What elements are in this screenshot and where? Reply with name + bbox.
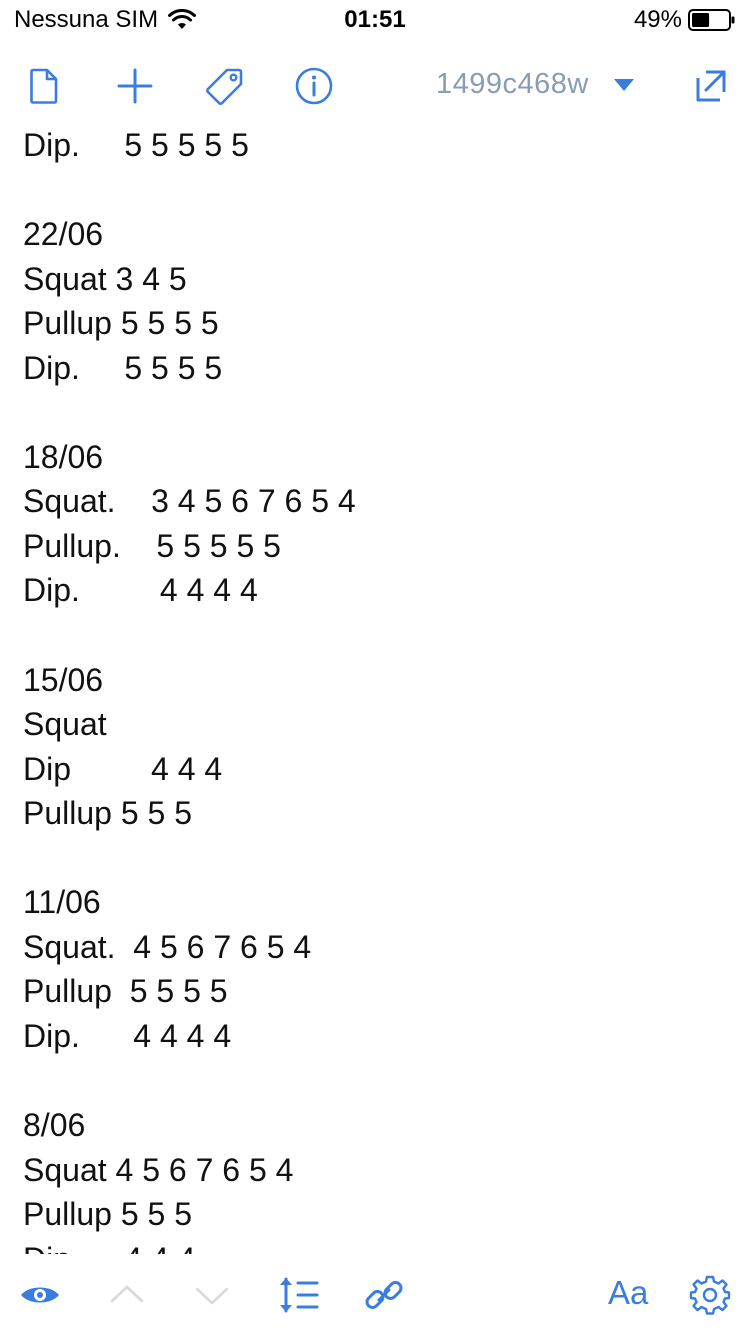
note-line: Pullup 5 5 5 — [23, 795, 193, 832]
line-spacing-icon — [280, 1277, 319, 1313]
tag-icon — [206, 68, 243, 105]
note-line — [23, 1058, 356, 1103]
plus-icon — [117, 68, 153, 104]
note-line: Squat. 4 5 6 7 6 5 4 — [23, 928, 312, 965]
note-line: 8/06 — [23, 1107, 86, 1144]
note-line — [23, 390, 356, 435]
new-document-button[interactable] — [22, 64, 66, 108]
editor-text: Dip. 5 5 5 5 5 22/06 Squat 3 4 5 Pullup 5 … — [23, 126, 356, 1254]
carrier-label: Nessuna SIM — [14, 6, 159, 33]
tag-button[interactable] — [203, 64, 247, 108]
link-icon — [365, 1281, 403, 1309]
expand-icon — [696, 70, 726, 102]
note-line: 18/06 — [23, 438, 104, 475]
battery-percent: 49% — [633, 6, 682, 33]
document-icon — [30, 68, 58, 104]
battery-icon — [688, 9, 735, 31]
font-settings-button[interactable]: Aa — [608, 1274, 649, 1311]
top-toolbar: 1499c468w — [0, 50, 750, 122]
gear-icon — [689, 1275, 731, 1315]
note-line: Dip. 4 4 4 — [23, 1237, 356, 1254]
settings-button[interactable] — [687, 1272, 733, 1318]
info-button[interactable] — [292, 64, 336, 108]
note-line: Dip. 5 5 5 5 — [23, 349, 223, 386]
note-line: Squat 3 4 5 — [23, 260, 187, 297]
insert-link-button[interactable] — [361, 1272, 407, 1318]
note-line: Pullup. 5 5 5 5 5 — [23, 527, 281, 564]
note-line — [23, 613, 356, 658]
preview-button[interactable] — [17, 1272, 63, 1318]
chevron-up-icon — [110, 1285, 144, 1303]
note-line: Squat 4 5 6 7 6 5 4 — [23, 1151, 294, 1188]
wifi-icon — [168, 9, 197, 29]
add-button[interactable] — [113, 64, 157, 108]
note-line: 11/06 — [23, 884, 101, 921]
document-selector[interactable]: 1499c468w — [436, 68, 635, 101]
note-line: 15/06 — [23, 661, 104, 698]
note-line: Squat. 3 4 5 6 7 6 5 4 — [23, 483, 356, 520]
info-icon — [295, 67, 333, 105]
document-title: 1499c468w — [436, 68, 589, 100]
chevron-down-icon — [195, 1287, 229, 1305]
eye-icon — [21, 1287, 59, 1303]
note-line — [23, 168, 356, 213]
note-line: Pullup 5 5 5 5 — [23, 305, 219, 342]
note-editor[interactable]: Dip. 5 5 5 5 5 22/06 Squat 3 4 5 Pullup 5 … — [0, 126, 750, 1254]
expand-button[interactable] — [688, 64, 732, 108]
bottom-toolbar: Aa — [0, 1256, 750, 1334]
caret-down-icon — [613, 78, 634, 91]
note-line: Squat — [23, 706, 107, 743]
clock: 01:51 — [344, 6, 406, 33]
note-line: Dip. 4 4 4 4 — [23, 1017, 232, 1054]
note-line: Dip. 5 5 5 5 5 — [23, 127, 249, 163]
previous-match-button[interactable] — [104, 1272, 150, 1318]
note-line: 22/06 — [23, 216, 104, 253]
carrier-status: Nessuna SIM — [14, 6, 197, 34]
note-line: Pullup 5 5 5 — [23, 1196, 193, 1233]
note-line — [23, 836, 356, 881]
note-line: Dip. 4 4 4 4 — [23, 572, 258, 609]
battery-status: 49% — [634, 6, 736, 34]
line-spacing-button[interactable] — [275, 1272, 321, 1318]
note-line: Dip 4 4 4 — [23, 750, 223, 787]
note-line: Pullup 5 5 5 5 — [23, 973, 228, 1010]
next-match-button[interactable] — [189, 1272, 235, 1318]
status-bar: Nessuna SIM 01:51 49% — [0, 0, 750, 40]
